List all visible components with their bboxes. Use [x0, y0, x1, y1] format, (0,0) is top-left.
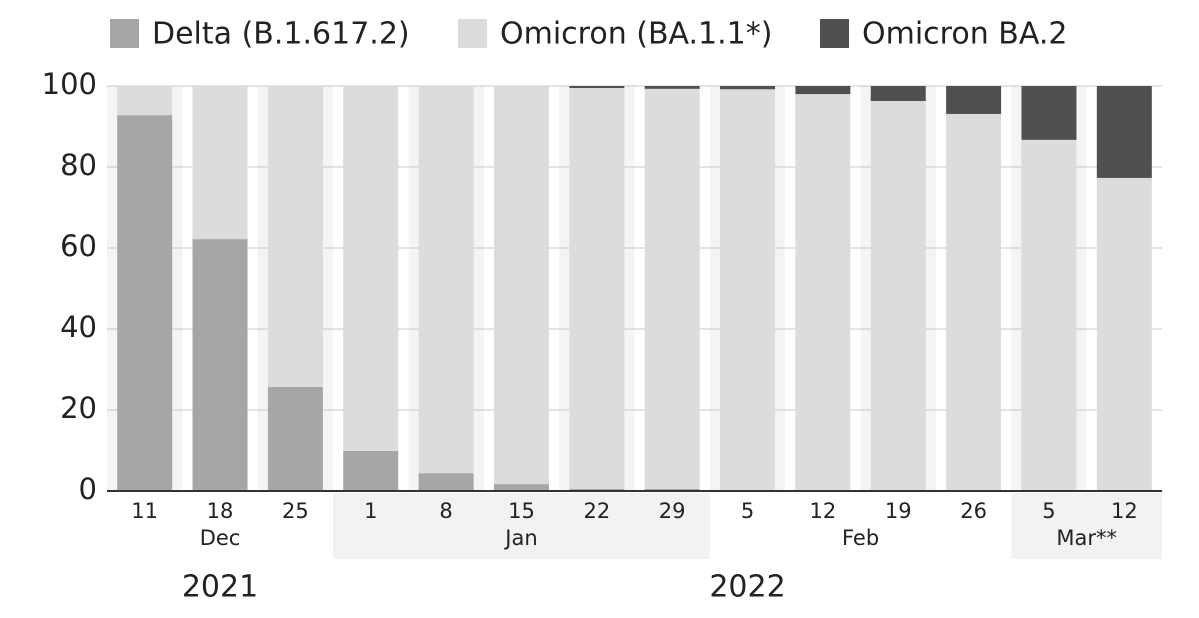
bar-segment [493, 86, 549, 485]
bar-segment [795, 94, 851, 491]
bar-segment [418, 473, 474, 491]
bar-segment [343, 450, 399, 491]
legend-label: Delta (B.1.617.2) [152, 17, 410, 52]
bar-segment [946, 86, 1002, 114]
x-tick-label: 12 [810, 499, 837, 523]
bar-segment [720, 89, 776, 492]
legend-swatch [820, 19, 849, 48]
x-tick-label: 1 [364, 499, 377, 523]
x-tick-label: 5 [1042, 499, 1055, 523]
x-tick-label: 29 [659, 499, 686, 523]
bar-segment [569, 488, 625, 491]
x-tick-label: 22 [583, 499, 610, 523]
x-tick-label: 19 [885, 499, 912, 523]
bar-segment [946, 113, 1002, 491]
x-tick-label: 8 [439, 499, 452, 523]
y-tick-label: 60 [60, 229, 97, 263]
x-tick-label: 26 [960, 499, 987, 523]
legend-label: Omicron (BA.1.1*) [500, 17, 772, 52]
legend-swatch [110, 19, 139, 48]
bar-segment [343, 86, 399, 451]
legend-label: Omicron BA.2 [862, 17, 1067, 52]
month-label: Jan [503, 526, 537, 550]
bar-segment [1021, 139, 1077, 492]
bar-segment [1096, 177, 1152, 491]
x-tick-label: 25 [282, 499, 309, 523]
year-label: 2021 [182, 570, 258, 605]
bar-segment [117, 86, 173, 116]
y-tick-label: 100 [42, 67, 97, 101]
bar-segment [644, 88, 700, 489]
bar-segment [1096, 86, 1152, 178]
month-label: Dec [200, 526, 241, 550]
x-tick-label: 18 [207, 499, 234, 523]
bar-segment [1021, 86, 1077, 140]
month-label: Feb [842, 526, 879, 550]
month-label: Mar** [1056, 526, 1117, 550]
bar-segment [870, 86, 926, 101]
month-bg [1011, 493, 1162, 559]
x-tick-label: 11 [131, 499, 158, 523]
bar-segment [870, 100, 926, 492]
x-tick-label: 15 [508, 499, 535, 523]
bar-segment [795, 86, 851, 95]
bar-segment [267, 86, 323, 387]
x-tick-label: 12 [1111, 499, 1138, 523]
bar-segment [644, 488, 700, 491]
bar-segment [117, 115, 173, 491]
year-label: 2022 [709, 570, 785, 605]
month-bg [333, 493, 710, 559]
y-tick-label: 80 [60, 148, 97, 182]
bar-segment [569, 88, 625, 489]
bar-segment [720, 86, 776, 90]
bar-segment [267, 386, 323, 491]
bar-segment [493, 484, 549, 491]
y-tick-label: 0 [79, 472, 97, 506]
legend-swatch [458, 19, 487, 48]
y-tick-label: 20 [60, 391, 97, 425]
bar-segment [569, 86, 625, 89]
x-tick-label: 5 [741, 499, 754, 523]
bar-segment [192, 239, 248, 491]
bar-segment [418, 86, 474, 474]
bar-segment [192, 86, 248, 240]
bar-segment [644, 86, 700, 89]
y-tick-label: 40 [60, 310, 97, 344]
